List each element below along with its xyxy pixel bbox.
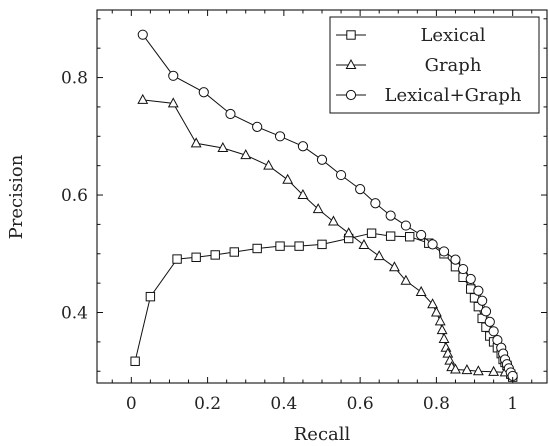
data-point-lexical-graph (198, 87, 209, 98)
data-point-lexical (229, 247, 239, 257)
x-tick-label: 1 (507, 394, 518, 414)
data-point-lexical (405, 232, 415, 242)
data-point-graph (297, 188, 309, 200)
data-point-graph (358, 238, 370, 249)
data-point-graph (427, 298, 439, 309)
data-point-lexical (366, 228, 377, 238)
x-axis-label: Recall (294, 424, 351, 445)
data-point-graph (415, 285, 427, 296)
y-tick-label: 0.4 (61, 304, 88, 324)
data-point-graph (389, 261, 400, 272)
series-layer (130, 29, 519, 382)
data-point-lexical-graph (400, 220, 411, 231)
data-point-graph (400, 274, 412, 285)
data-point-graph (190, 137, 202, 148)
data-point-lexical (252, 243, 262, 254)
data-point-lexical (385, 231, 396, 241)
data-point-graph (343, 227, 355, 238)
data-point-graph (217, 141, 229, 153)
x-tick-label: 0 (126, 394, 137, 414)
legend-label-lexical: Lexical (420, 25, 485, 46)
legend-marker-lexical-graph (345, 89, 357, 101)
legend-label-lexical-graph: Lexical+Graph (385, 85, 522, 106)
x-tick-label: 0.8 (423, 394, 450, 414)
data-point-lexical (145, 291, 156, 302)
data-point-lexical-graph (385, 210, 396, 221)
data-point-lexical-graph (355, 184, 366, 195)
legend-marker-lexical (346, 30, 356, 40)
ticks-layer: 0 0.2 0.4 0.6 0.8 1 0.4 0.6 0.8 (61, 10, 547, 414)
data-point-lexical-graph (416, 229, 427, 241)
data-point-graph (167, 97, 179, 108)
data-point-lexical (294, 241, 304, 251)
data-point-lexical (172, 254, 182, 264)
data-point-lexical-graph (465, 273, 476, 285)
data-point-lexical-graph (335, 169, 347, 181)
data-point-lexical-graph (477, 295, 488, 306)
data-point-lexical-graph (427, 239, 438, 250)
data-point-lexical-graph (225, 108, 236, 120)
data-point-lexical-graph (297, 141, 309, 152)
y-tick-label: 0.6 (61, 186, 88, 206)
data-point-graph (434, 315, 446, 326)
data-point-graph (461, 364, 473, 375)
data-point-lexical-graph (370, 198, 381, 209)
data-point-graph (440, 341, 452, 352)
data-point-graph (442, 347, 454, 358)
x-tick-label: 0.4 (270, 394, 297, 414)
data-point-graph (438, 332, 450, 343)
data-point-lexical-graph (458, 263, 469, 275)
data-point-lexical-graph (252, 121, 263, 132)
legend: Lexical Graph Lexical+Graph (329, 16, 540, 114)
data-point-graph (328, 215, 339, 226)
data-point-graph (240, 149, 252, 160)
data-point-lexical-graph (168, 70, 179, 81)
data-point-lexical (130, 356, 140, 366)
x-tick-label: 0.6 (347, 394, 374, 414)
data-point-lexical (275, 241, 285, 251)
legend-label-graph: Graph (425, 55, 482, 76)
data-point-lexical-graph (484, 316, 495, 328)
data-point-lexical-graph (473, 285, 484, 296)
series-line-graph (142, 99, 513, 375)
data-point-graph (472, 365, 484, 376)
data-point-lexical-graph (438, 246, 450, 257)
data-point-graph (312, 203, 324, 214)
data-point-graph (373, 250, 385, 261)
y-tick-label: 0.8 (61, 69, 88, 89)
data-point-lexical-graph (274, 131, 286, 142)
data-point-graph (263, 159, 275, 170)
data-point-graph (450, 363, 461, 374)
data-point-lexical (191, 252, 201, 262)
data-point-graph (137, 93, 149, 104)
legend-marker-graph (345, 58, 357, 69)
data-point-graph (430, 306, 442, 317)
data-point-graph (488, 365, 500, 376)
data-point-graph (282, 173, 294, 184)
data-point-graph (436, 324, 448, 335)
x-tick-label: 0.2 (194, 394, 221, 414)
data-point-lexical-graph (480, 306, 492, 317)
data-point-lexical-graph (316, 154, 328, 165)
y-axis-label: Precision (6, 154, 27, 239)
data-point-lexical-graph (488, 326, 499, 337)
data-point-lexical-graph (450, 254, 461, 265)
data-point-lexical (210, 250, 220, 260)
data-point-lexical (317, 239, 327, 250)
data-point-lexical-graph (137, 29, 148, 40)
